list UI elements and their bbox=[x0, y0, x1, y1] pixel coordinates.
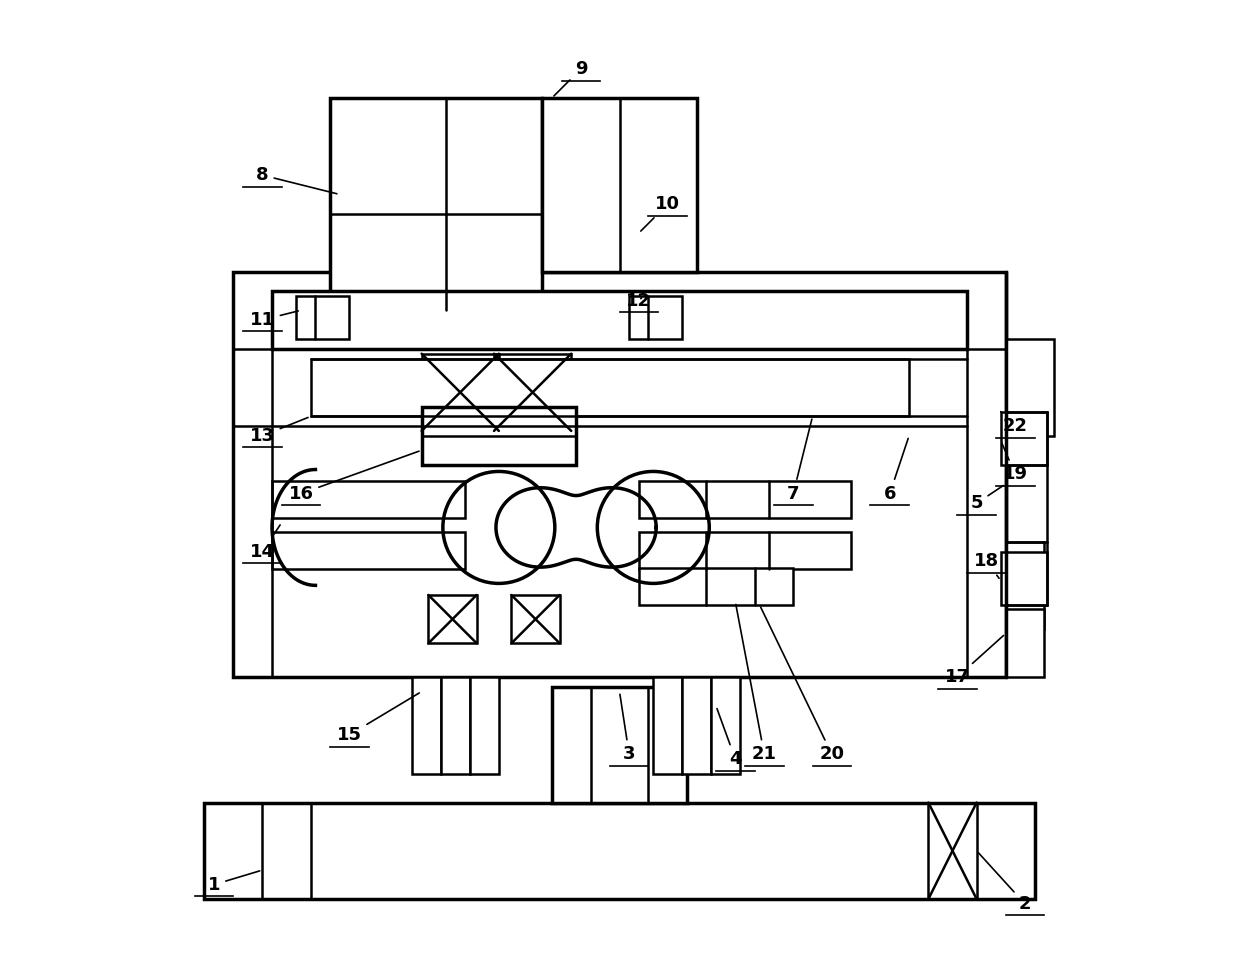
Bar bbox=[273, 291, 966, 348]
Bar bbox=[429, 595, 477, 644]
Text: 17: 17 bbox=[945, 635, 1004, 686]
Bar bbox=[653, 677, 683, 773]
Text: 1: 1 bbox=[208, 871, 260, 893]
Text: 3: 3 bbox=[620, 694, 636, 763]
Bar bbox=[543, 98, 696, 272]
Bar bbox=[512, 595, 560, 644]
Bar bbox=[421, 353, 499, 431]
Text: 12: 12 bbox=[626, 291, 652, 310]
Bar bbox=[204, 802, 1035, 899]
Text: 22: 22 bbox=[1001, 411, 1027, 435]
Bar bbox=[413, 677, 441, 773]
Bar bbox=[296, 296, 349, 339]
Text: 8: 8 bbox=[256, 166, 337, 194]
Bar bbox=[639, 532, 851, 569]
Bar bbox=[639, 568, 793, 605]
Bar bbox=[233, 272, 1006, 677]
Text: 21: 21 bbox=[736, 604, 777, 763]
Bar bbox=[551, 686, 688, 802]
Text: 20: 20 bbox=[761, 607, 844, 763]
Text: 16: 16 bbox=[289, 451, 419, 502]
Text: 7: 7 bbox=[787, 419, 812, 502]
Text: 6: 6 bbox=[883, 439, 908, 502]
Text: 9: 9 bbox=[554, 60, 587, 96]
Bar bbox=[1006, 339, 1054, 436]
Bar bbox=[330, 98, 543, 311]
Bar bbox=[311, 358, 909, 416]
Bar bbox=[639, 481, 851, 518]
Bar bbox=[494, 353, 571, 431]
Text: 14: 14 bbox=[250, 525, 280, 560]
Bar bbox=[470, 677, 499, 773]
Bar bbox=[1006, 610, 1044, 677]
Bar bbox=[1001, 411, 1047, 465]
Bar bbox=[629, 296, 683, 339]
Text: 19: 19 bbox=[1002, 443, 1027, 483]
Text: 5: 5 bbox=[970, 486, 1004, 512]
Bar bbox=[421, 407, 576, 465]
Bar bbox=[711, 677, 740, 773]
Bar bbox=[441, 677, 470, 773]
Text: 18: 18 bbox=[974, 552, 999, 578]
Text: 15: 15 bbox=[337, 693, 419, 744]
Text: 4: 4 bbox=[717, 709, 742, 768]
Text: 2: 2 bbox=[979, 853, 1031, 913]
Bar bbox=[273, 481, 465, 518]
Text: 13: 13 bbox=[250, 417, 309, 444]
Bar bbox=[273, 532, 465, 569]
Text: 11: 11 bbox=[250, 311, 299, 329]
Bar bbox=[683, 677, 711, 773]
Text: 10: 10 bbox=[641, 196, 680, 231]
Bar bbox=[1001, 552, 1047, 605]
Bar bbox=[1006, 542, 1044, 629]
